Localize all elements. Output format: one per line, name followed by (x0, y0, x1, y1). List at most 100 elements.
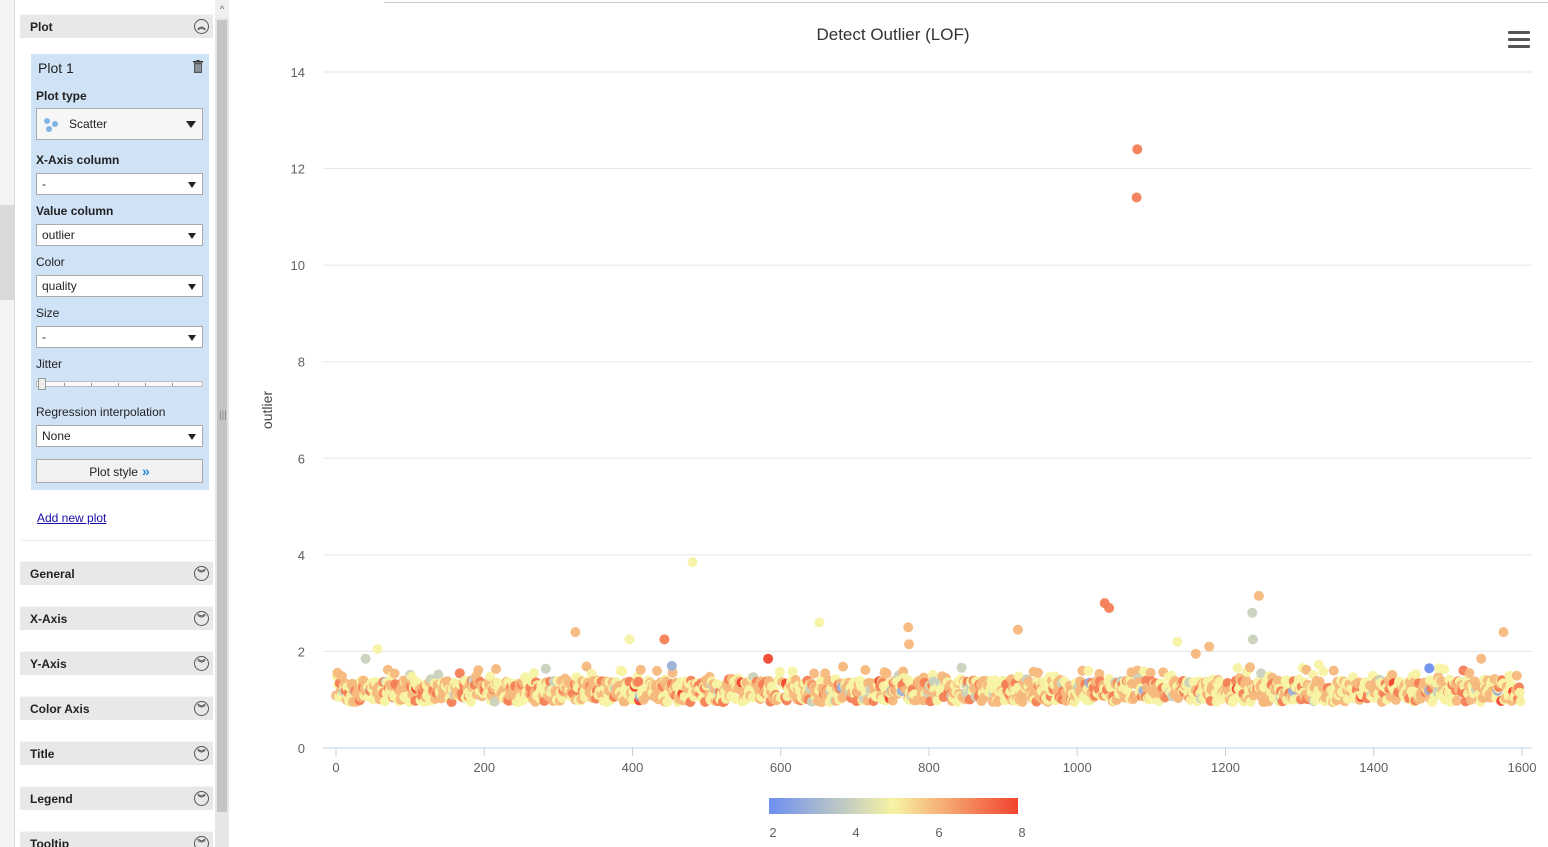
x-tick-label: 1400 (1359, 760, 1388, 775)
section-general-header[interactable]: General ︾ (20, 561, 213, 585)
value-column-select[interactable]: outlier (36, 224, 203, 246)
data-point (1273, 675, 1284, 686)
section-legend-label: Legend (30, 792, 73, 806)
data-point (1247, 634, 1258, 645)
data-point (838, 661, 848, 672)
section-x-axis-header[interactable]: X-Axis ︾ (20, 606, 213, 630)
data-point (659, 634, 670, 645)
section-color-axis-header[interactable]: Color Axis ︾ (20, 696, 213, 720)
y-tick-label: 12 (291, 162, 305, 177)
data-point (1083, 665, 1094, 676)
x-axis-column-select[interactable]: - (36, 173, 203, 195)
data-point (433, 669, 444, 680)
data-point (485, 671, 496, 682)
data-point (1424, 663, 1435, 674)
splitter-handle[interactable]: ||| (219, 410, 227, 421)
section-legend-header[interactable]: Legend ︾ (20, 786, 213, 810)
data-point (652, 665, 662, 676)
data-point (775, 666, 785, 677)
jitter-slider[interactable] (36, 378, 203, 390)
section-tooltip-header[interactable]: Tooltip ︾ (20, 831, 213, 847)
data-point (1033, 667, 1043, 678)
data-point (1145, 667, 1156, 678)
section-tooltip-label: Tooltip (30, 837, 70, 847)
section-title-label: Title (30, 747, 55, 761)
color-axis-tick-label: 2 (769, 825, 776, 840)
plot-type-label: Plot type (36, 89, 87, 103)
expand-icon[interactable]: ︾ (194, 746, 209, 761)
plot-1-card: Plot 1 Plot type Scatter X-Axis column -… (31, 54, 209, 490)
jitter-slider-handle[interactable] (38, 378, 46, 390)
collapse-icon[interactable]: ︽ (194, 19, 209, 34)
hamburger-menu-icon[interactable] (1508, 31, 1530, 49)
plot-style-button[interactable]: Plot style» (36, 459, 203, 483)
plot-type-select[interactable]: Scatter (36, 108, 203, 140)
panel-scrollbar[interactable]: ^ (215, 0, 229, 847)
data-point (633, 676, 644, 687)
color-axis-legend: 2 4 6 8 (769, 798, 1026, 840)
x-tick-label: 600 (770, 760, 792, 775)
data-point (662, 696, 673, 707)
data-point (1387, 670, 1398, 680)
data-point (860, 665, 871, 675)
chevron-down-icon (188, 233, 196, 239)
expand-icon[interactable]: ︾ (194, 791, 209, 806)
data-point (1245, 662, 1255, 673)
regression-select[interactable]: None (36, 425, 203, 447)
plot-type-value: Scatter (69, 117, 108, 131)
expand-icon[interactable]: ︾ (194, 566, 209, 581)
data-point (1104, 603, 1115, 613)
scroll-up-icon[interactable]: ^ (215, 0, 229, 18)
chevron-down-icon (188, 335, 196, 341)
data-point (1504, 670, 1515, 681)
x-tick-label: 1000 (1063, 760, 1092, 775)
add-new-plot-link[interactable]: Add new plot (37, 511, 107, 525)
y-tick-label: 6 (298, 451, 305, 466)
chevron-down-icon (188, 434, 196, 440)
chevron-down-icon (186, 121, 196, 128)
chevron-down-icon (188, 182, 196, 188)
y-gridlines (323, 71, 1532, 652)
data-point (1514, 687, 1525, 698)
data-point (763, 653, 774, 664)
data-point (489, 696, 500, 707)
x-axis-column-value: - (42, 177, 46, 191)
x-axis-column-label: X-Axis column (36, 153, 120, 167)
data-point (1498, 627, 1509, 638)
data-point (956, 662, 967, 673)
section-plot-header[interactable]: Plot ︽ (20, 14, 213, 38)
expand-icon[interactable]: ︾ (194, 836, 209, 847)
data-point (570, 627, 581, 638)
data-point (1214, 676, 1225, 687)
section-y-axis-header[interactable]: Y-Axis ︾ (20, 651, 213, 675)
data-point (1439, 664, 1450, 675)
expand-icon[interactable]: ︾ (194, 611, 209, 626)
chart-title: Detect Outlier (LOF) (816, 25, 969, 44)
scrollbar-thumb[interactable] (217, 20, 227, 812)
size-select[interactable]: - (36, 326, 203, 348)
data-point (1131, 192, 1142, 203)
trash-icon[interactable] (193, 60, 203, 73)
data-point (1012, 624, 1023, 635)
x-tick-label: 200 (473, 760, 495, 775)
y-axis-label: outlier (259, 391, 275, 429)
data-point (787, 666, 798, 677)
color-axis-tick-label: 4 (852, 825, 859, 840)
x-tick-label: 1200 (1211, 760, 1240, 775)
data-point (372, 644, 383, 654)
value-column-label: Value column (36, 204, 114, 218)
expand-icon[interactable]: ︾ (194, 656, 209, 671)
chevron-down-icon (188, 284, 196, 290)
color-axis-tick-label: 6 (935, 825, 942, 840)
section-color-axis-label: Color Axis (30, 702, 90, 716)
expand-icon[interactable]: ︾ (194, 701, 209, 716)
section-y-axis-label: Y-Axis (30, 657, 67, 671)
value-column-value: outlier (42, 228, 75, 242)
data-point (1172, 636, 1183, 647)
data-point (1256, 668, 1267, 679)
data-point (1515, 696, 1526, 707)
color-select[interactable]: quality (36, 275, 203, 297)
data-point (814, 617, 825, 628)
x-tick-label: 1600 (1508, 760, 1537, 775)
section-title-header[interactable]: Title ︾ (20, 741, 213, 765)
